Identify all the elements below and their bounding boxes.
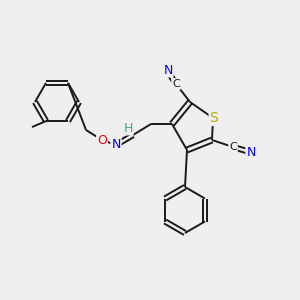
Text: C: C xyxy=(229,142,237,152)
Text: S: S xyxy=(210,111,218,125)
Text: C: C xyxy=(172,79,180,89)
Text: O: O xyxy=(97,134,107,146)
Text: N: N xyxy=(246,146,256,158)
Text: N: N xyxy=(111,139,121,152)
Text: N: N xyxy=(163,64,173,76)
Text: H: H xyxy=(123,122,133,134)
